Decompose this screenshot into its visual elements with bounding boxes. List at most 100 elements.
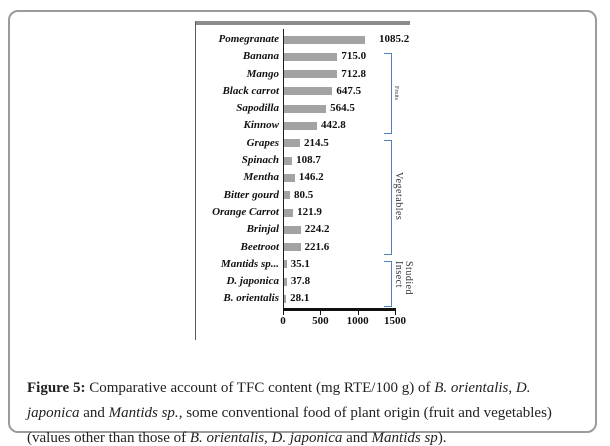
value-label: 221.6 bbox=[304, 240, 330, 253]
bar bbox=[284, 104, 327, 113]
chart-row: Banana 715.0 bbox=[0, 48, 610, 65]
bar bbox=[284, 70, 338, 79]
bar bbox=[284, 243, 301, 252]
chart-top-border bbox=[195, 21, 410, 25]
caption-figure-number: Figure 5: bbox=[27, 380, 86, 396]
chart-row: Brinjal 224.2 bbox=[0, 221, 610, 238]
value-label: 121.9 bbox=[297, 205, 322, 218]
category-label: B. orientalis bbox=[223, 292, 279, 305]
figure-card bbox=[8, 10, 597, 433]
value-label: 80.5 bbox=[294, 188, 314, 201]
bar bbox=[284, 208, 294, 217]
chart-row: Beetroot 221.6 bbox=[0, 239, 610, 256]
caption-text: Comparative account of TFC content (mg R… bbox=[85, 380, 435, 396]
value-label: 146.2 bbox=[298, 171, 324, 184]
x-tick bbox=[395, 311, 396, 315]
x-tick bbox=[357, 311, 359, 315]
x-tick-label: 0 bbox=[280, 315, 286, 327]
y-axis-line bbox=[283, 29, 284, 309]
caption-text: and bbox=[342, 430, 372, 446]
group-label-text: Vegetables bbox=[393, 172, 404, 221]
chart-row: Pomegranate 1085.2 bbox=[0, 31, 610, 48]
chart-row: Mentha 146.2 bbox=[0, 169, 610, 186]
caption-species: Mantids sp bbox=[371, 430, 438, 446]
category-label: Mango bbox=[246, 67, 279, 80]
chart-row: Kinnow 442.8 bbox=[0, 117, 610, 134]
caption-text: , bbox=[508, 380, 516, 396]
category-label: Brinjal bbox=[246, 223, 279, 236]
category-label: Black carrot bbox=[222, 84, 279, 97]
value-label: 35.1 bbox=[290, 257, 310, 270]
value-label: 28.1 bbox=[290, 292, 310, 305]
group-bracket-fruits bbox=[384, 53, 392, 134]
bar bbox=[284, 35, 366, 44]
chart-row: Mango 712.8 bbox=[0, 66, 610, 83]
bar bbox=[284, 122, 318, 131]
bar bbox=[284, 87, 333, 96]
chart-row: Sapodilla 564.5 bbox=[0, 100, 610, 117]
caption-text: and bbox=[79, 405, 109, 421]
chart-row: Bitter gourd 80.5 bbox=[0, 187, 610, 204]
bar bbox=[284, 260, 287, 269]
figure-caption: Figure 5: Comparative account of TFC con… bbox=[27, 376, 583, 446]
chart-row: Spinach 108.7 bbox=[0, 152, 610, 169]
chart-row: Mantids sp... 35.1 bbox=[0, 256, 610, 273]
bar bbox=[284, 139, 301, 148]
category-label: Bitter gourd bbox=[223, 188, 279, 201]
group-label-text: Fruits bbox=[393, 85, 399, 100]
category-label: Mantids sp... bbox=[220, 257, 279, 270]
caption-species: B. orientalis bbox=[189, 430, 265, 446]
caption-text: ). bbox=[437, 430, 447, 446]
chart-rows: Pomegranate 1085.2 Banana 715.0 Mango 712.8 Bl… bbox=[0, 31, 610, 309]
value-label: 564.5 bbox=[330, 102, 355, 115]
x-tick bbox=[320, 311, 322, 315]
x-tick bbox=[283, 311, 284, 315]
value-label: 712.8 bbox=[341, 67, 366, 80]
group-label-studied-insect: Studied Insect bbox=[393, 260, 414, 305]
value-label: 1085.2 bbox=[379, 33, 410, 45]
category-label: Kinnow bbox=[243, 119, 279, 132]
caption-text: , some conventional food of plant origin… bbox=[27, 405, 552, 446]
value-label: 442.8 bbox=[321, 119, 346, 132]
category-label: Orange Carrot bbox=[212, 205, 279, 218]
chart-left-border bbox=[195, 21, 196, 340]
value-label: 647.5 bbox=[336, 84, 362, 97]
category-label: Banana bbox=[242, 50, 279, 63]
value-label: 224.2 bbox=[304, 223, 330, 236]
group-label-vegetables: Vegetables bbox=[393, 140, 404, 253]
caption-text: , bbox=[264, 430, 272, 446]
value-label: 37.8 bbox=[290, 275, 311, 288]
value-label: 108.7 bbox=[296, 154, 321, 167]
chart-row: B. orientalis 28.1 bbox=[0, 290, 610, 307]
chart-row: Grapes 214.5 bbox=[0, 135, 610, 152]
category-label: Beetroot bbox=[240, 240, 280, 253]
x-tick-label: 1500 bbox=[384, 315, 406, 327]
chart-row: D. japonica 37.8 bbox=[0, 273, 610, 290]
x-axis-line bbox=[283, 308, 396, 311]
x-tick-label: 1000 bbox=[346, 315, 369, 327]
bar bbox=[284, 52, 338, 61]
value-label: 214.5 bbox=[304, 136, 329, 149]
category-label: D. japonica bbox=[226, 275, 279, 288]
category-label: Mentha bbox=[243, 171, 279, 184]
caption-species: Mantids sp. bbox=[108, 405, 179, 421]
caption-species: D. japonica bbox=[27, 380, 531, 421]
bar bbox=[284, 295, 287, 304]
x-tick-label: 500 bbox=[312, 315, 329, 327]
category-label: Grapes bbox=[246, 136, 279, 149]
category-label: Sapodilla bbox=[236, 102, 279, 115]
caption-species: B. orientalis bbox=[434, 380, 509, 396]
bar bbox=[284, 173, 295, 182]
value-label: 715.0 bbox=[341, 50, 367, 63]
group-label-fruits: Fruits bbox=[393, 53, 399, 132]
chart-row: Orange Carrot 121.9 bbox=[0, 204, 610, 221]
chart-row: Black carrot 647.5 bbox=[0, 83, 610, 100]
bar bbox=[284, 191, 290, 200]
caption-species: D. japonica bbox=[271, 430, 343, 446]
category-label: Spinach bbox=[241, 154, 279, 167]
group-label-text: Studied Insect bbox=[393, 260, 414, 295]
bar bbox=[284, 225, 301, 234]
group-bracket-vegetables bbox=[384, 139, 392, 255]
bar bbox=[284, 156, 293, 165]
